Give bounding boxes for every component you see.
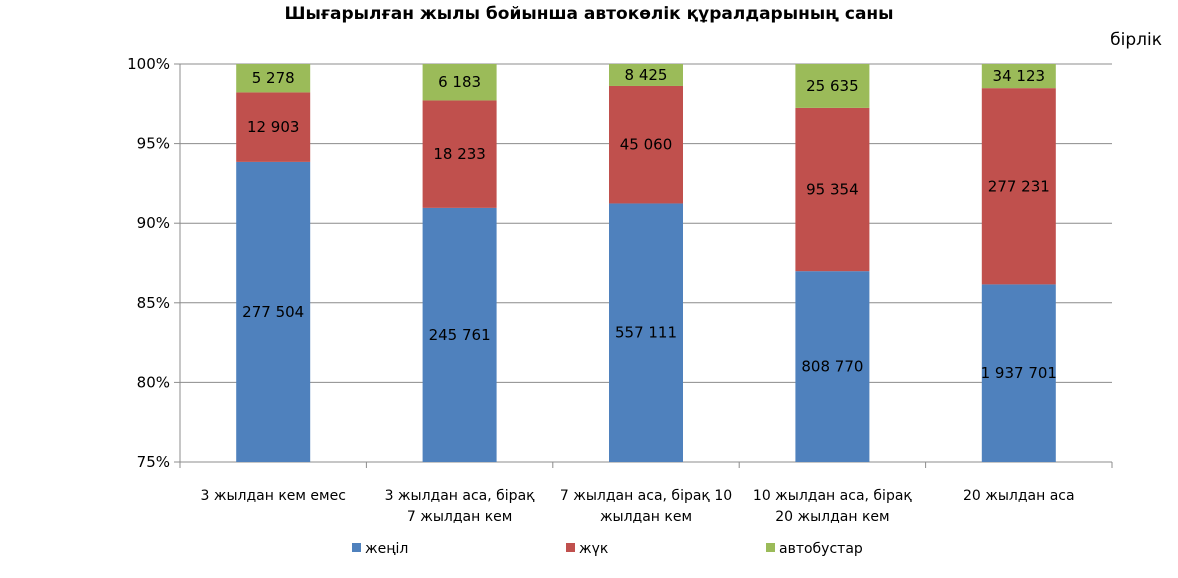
- unit-label: бірлік: [1110, 30, 1162, 50]
- bar-segment: [795, 107, 870, 272]
- data-label: 277 231: [988, 177, 1050, 195]
- legend-label: жүк: [579, 541, 608, 557]
- bar-segment: [422, 64, 497, 101]
- data-label: 6 183: [438, 73, 481, 91]
- data-label: 18 233: [433, 145, 486, 163]
- data-label: 557 111: [615, 324, 677, 342]
- y-tick-label: 80%: [137, 373, 170, 391]
- data-label: 277 504: [242, 303, 304, 321]
- chart-title: Шығарылған жылы бойынша автокөлік құралд…: [284, 4, 894, 24]
- bar-segment: [236, 64, 311, 93]
- data-label: 5 278: [252, 69, 295, 87]
- legend-label: жеңіл: [365, 541, 408, 557]
- legend-swatch: [566, 543, 575, 552]
- legend-swatch: [766, 543, 775, 552]
- bar-segment: [795, 64, 870, 108]
- x-category-label: 3 жылдан кем емес: [200, 488, 345, 504]
- y-tick-label: 75%: [137, 453, 170, 471]
- y-tick-label: 95%: [137, 135, 170, 153]
- bar-segment: [609, 203, 683, 462]
- bar-segment: [236, 161, 311, 462]
- data-label: 95 354: [806, 181, 859, 199]
- y-tick-label: 100%: [127, 55, 170, 73]
- bar-segment: [981, 88, 1056, 285]
- x-category-label: 20 жылдан аса: [963, 488, 1075, 504]
- data-label: 808 770: [801, 358, 863, 376]
- x-category-label-line: жылдан кем: [600, 509, 692, 525]
- bar-segment: [795, 271, 870, 462]
- data-label: 245 761: [429, 326, 491, 344]
- x-category-label: 7 жылдан аса, бірақ 10 жылдан кем: [560, 488, 732, 525]
- x-category-label-line: 7 жылдан кем: [407, 509, 512, 525]
- data-label: 1 937 701: [981, 364, 1057, 382]
- bar-segment: [422, 100, 497, 208]
- legend-label: автобустар: [779, 541, 863, 557]
- bar-segment: [609, 64, 683, 86]
- data-label: 12 903: [247, 118, 300, 136]
- x-category-label-line: 20 жылдан кем: [775, 509, 889, 525]
- data-label: 45 060: [620, 136, 673, 154]
- bar-segment: [609, 85, 683, 204]
- x-category-label: 3 жылдан аса, бірақ 7 жылдан кем: [385, 488, 536, 525]
- x-category-label-line: 10 жылдан аса, бірақ: [753, 488, 912, 504]
- x-category-label-line: 3 жылдан кем емес: [200, 488, 345, 504]
- bar-segment: [422, 207, 497, 462]
- y-tick-label: 90%: [137, 214, 170, 232]
- bar-segment: [981, 284, 1056, 462]
- data-label: 25 635: [806, 77, 859, 95]
- data-label: 34 123: [993, 67, 1046, 85]
- legend-swatch: [352, 543, 361, 552]
- x-category-label-line: 7 жылдан аса, бірақ 10: [560, 488, 732, 504]
- bar-segment: [981, 64, 1056, 89]
- x-category-label-line: 3 жылдан аса, бірақ: [385, 488, 536, 504]
- bar-segment: [236, 92, 311, 162]
- x-category-label: 10 жылдан аса, бірақ 20 жылдан кем: [753, 488, 912, 525]
- x-category-label-line: 20 жылдан аса: [963, 488, 1075, 504]
- data-label: 8 425: [625, 66, 668, 84]
- y-tick-label: 85%: [137, 294, 170, 312]
